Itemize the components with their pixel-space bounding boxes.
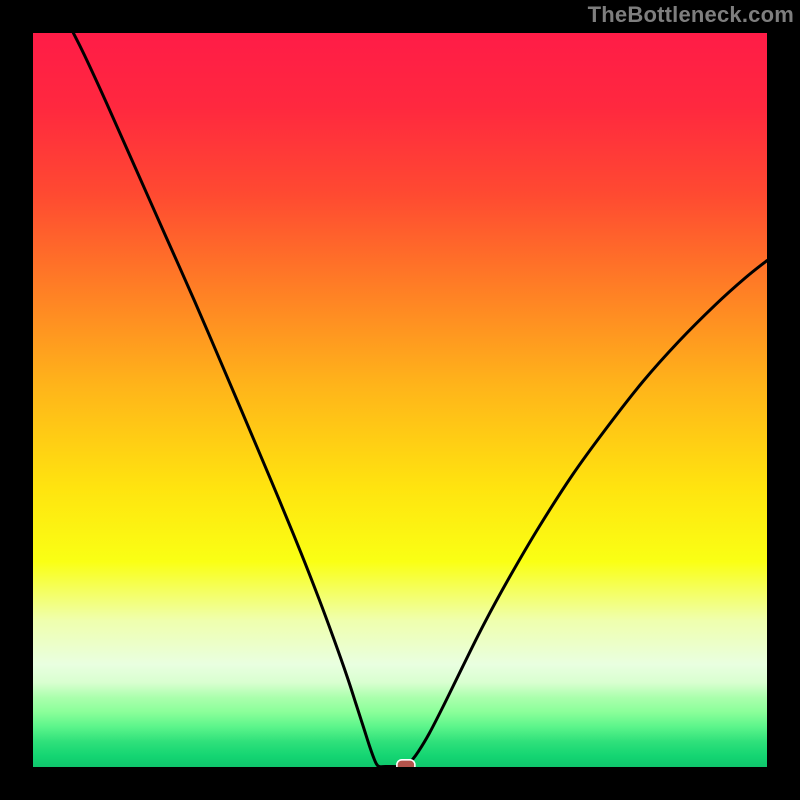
optimum-marker: [397, 760, 415, 773]
plot-area: [33, 33, 767, 767]
watermark-text: TheBottleneck.com: [588, 2, 794, 28]
chart-stage: TheBottleneck.com: [0, 0, 800, 800]
bottleneck-curve: [73, 33, 767, 767]
chart-svg: [0, 0, 800, 800]
